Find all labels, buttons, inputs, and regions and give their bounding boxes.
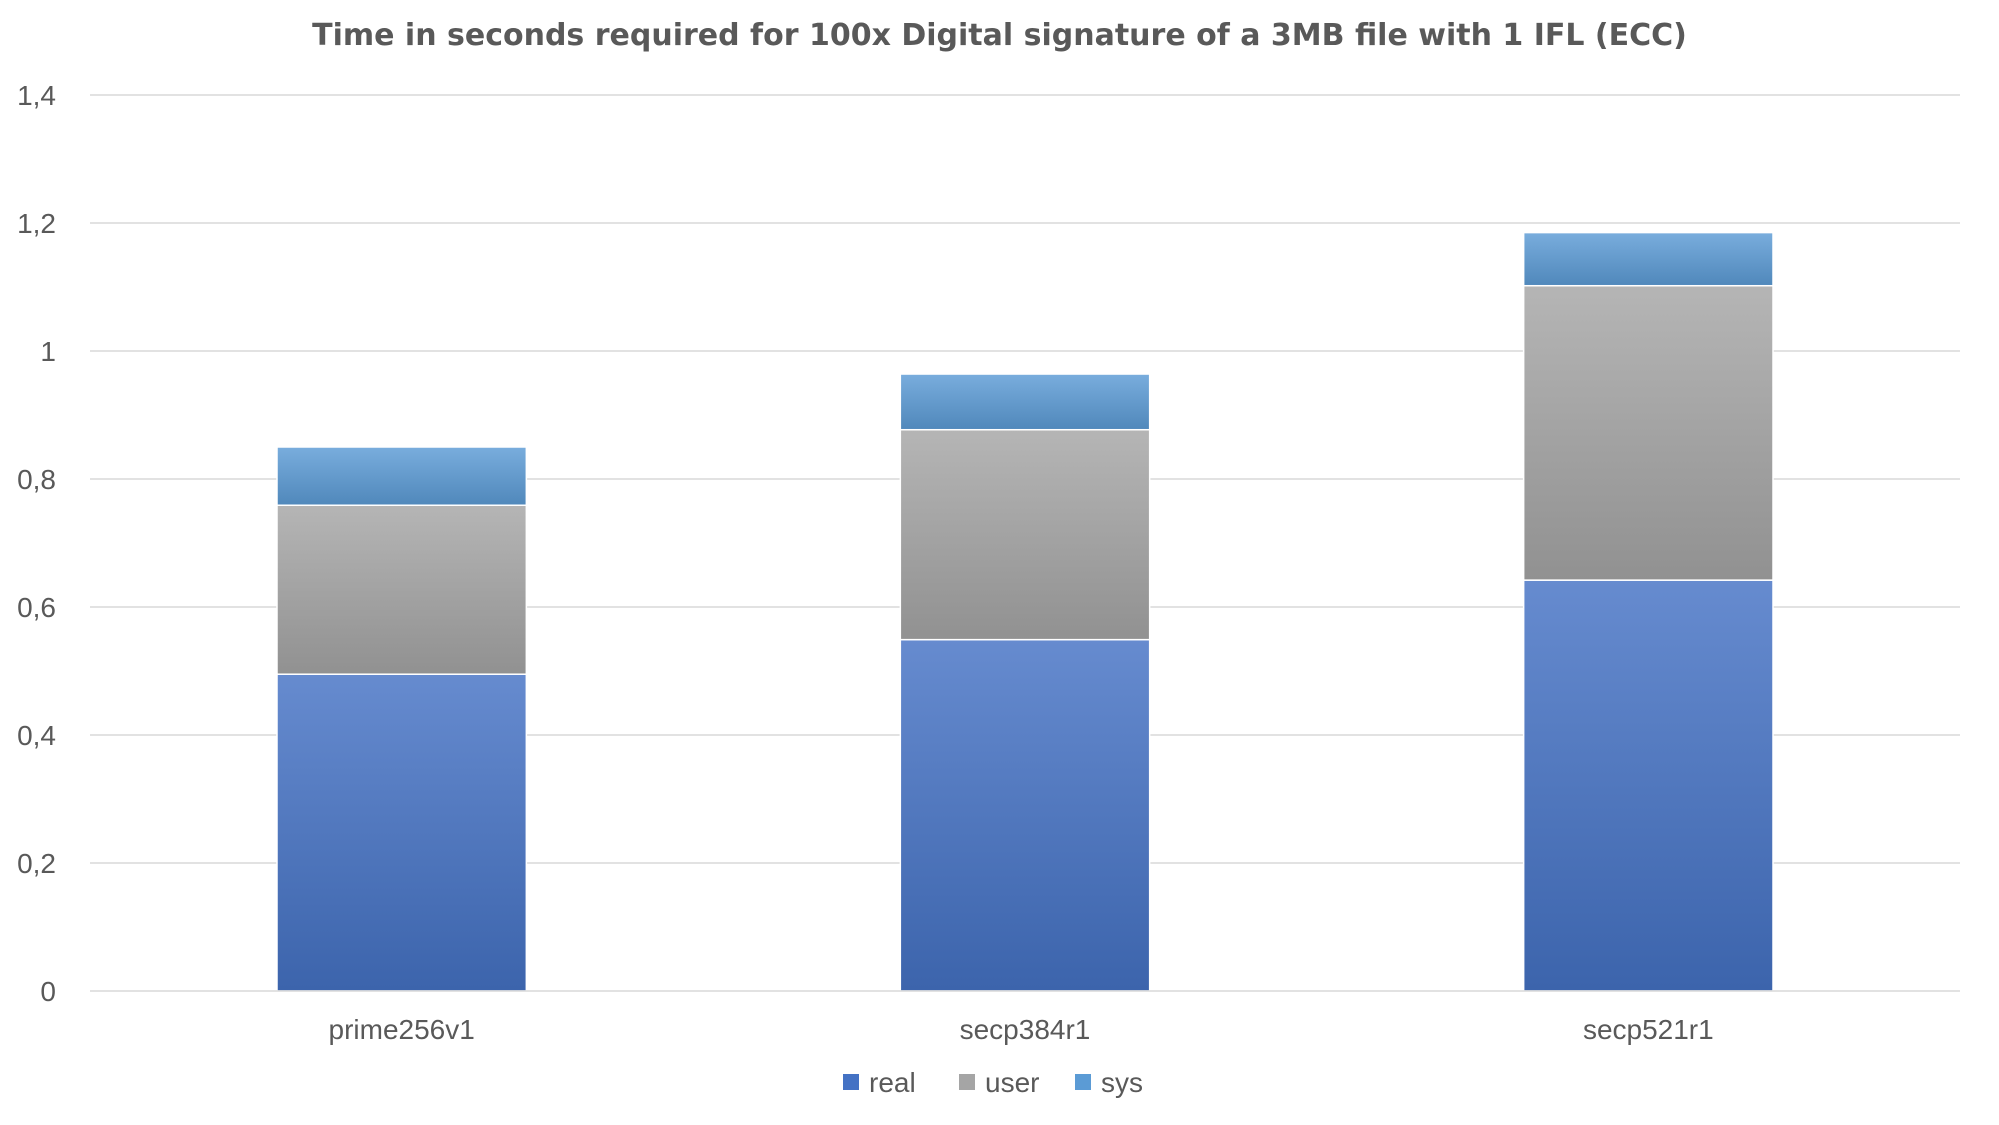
y-tick-label: 1 — [40, 336, 56, 367]
y-tick-label: 0,2 — [17, 848, 56, 879]
x-tick-label: prime256v1 — [329, 1014, 475, 1045]
bar-real-prime256v1 — [276, 673, 528, 992]
y-tick-label: 1,2 — [17, 208, 56, 239]
y-tick-label: 0,8 — [17, 464, 56, 495]
legend-label-user: user — [985, 1067, 1039, 1098]
bar-sys-secp521r1 — [1522, 231, 1774, 287]
bar-user-prime256v1 — [276, 504, 528, 675]
y-tick-label: 1,4 — [17, 80, 56, 111]
x-tick-label: secp384r1 — [960, 1014, 1091, 1045]
x-tick-label: secp521r1 — [1583, 1014, 1714, 1045]
legend-label-sys: sys — [1101, 1067, 1143, 1098]
legend: real user sys — [843, 1067, 1143, 1098]
x-axis-ticks: prime256v1 secp384r1 secp521r1 — [329, 1014, 1714, 1045]
y-axis-ticks: 0 0,2 0,4 0,6 0,8 1 1,2 1,4 — [17, 80, 56, 1007]
bar-sys-secp384r1 — [899, 373, 1151, 431]
bar-real-secp384r1 — [899, 638, 1151, 992]
bars — [276, 231, 1774, 992]
bar-sys-prime256v1 — [276, 446, 528, 506]
y-tick-label: 0 — [40, 976, 56, 1007]
legend-swatch-real — [843, 1074, 859, 1090]
legend-swatch-sys — [1075, 1074, 1091, 1090]
bar-user-secp384r1 — [899, 428, 1151, 641]
legend-label-real: real — [869, 1067, 916, 1098]
y-tick-label: 0,6 — [17, 592, 56, 623]
y-tick-label: 0,4 — [17, 720, 56, 751]
legend-swatch-user — [959, 1074, 975, 1090]
bar-user-secp521r1 — [1522, 284, 1774, 581]
chart-title: Time in seconds required for 100x Digita… — [312, 18, 1687, 53]
bar-real-secp521r1 — [1522, 579, 1774, 992]
